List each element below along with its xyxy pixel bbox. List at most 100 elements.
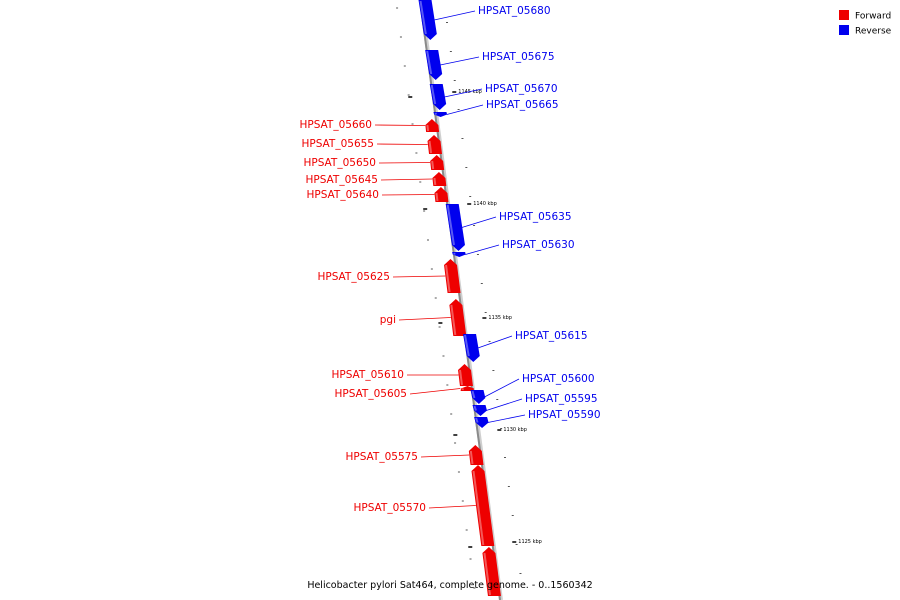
gene-pgi-shading [450,304,457,336]
gene-hpsat_05655-label[interactable]: HPSAT_05655 [301,138,374,150]
gene-hpsat_05575-arrow[interactable] [468,445,484,465]
gene-hpsat_05655-leader-line [376,143,428,145]
gene-hpsat_05640-shading [435,192,439,202]
gene-hpsat_05570-leader-line [428,505,476,509]
gene-hpsat_05625-shading [445,264,451,293]
gene-hpsat_05570-shading [483,552,491,596]
gene-hpsat_05595-arrow[interactable] [472,405,487,416]
gene-hpsat_05680-shading [419,0,427,35]
scale-label: 1125 kbp [518,539,542,545]
gene-hpsat_05605-arrow[interactable] [460,386,474,391]
gene-pgi-label[interactable]: pgi [380,314,396,326]
gene-hpsat_05645-label[interactable]: HPSAT_05645 [305,174,378,186]
gene-hpsat_05660-leader-line [374,124,426,126]
gene-hpsat_05670-label[interactable]: HPSAT_05670 [485,83,558,95]
gene-hpsat_05615-arrow[interactable] [463,334,480,362]
gene-hpsat_05570-shading [472,470,485,546]
gene-hpsat_05675-label[interactable]: HPSAT_05675 [482,51,555,63]
gene-hpsat_05615-label[interactable]: HPSAT_05615 [515,330,588,342]
gene-hpsat_05615-leader-line [477,335,513,349]
gene-hpsat_05590-shading [475,417,479,423]
gene-hpsat_05675-shading [426,50,433,75]
gene-pgi-arrow[interactable] [449,299,467,336]
gene-hpsat_05575-leader-line [420,454,470,458]
gene-hpsat_05680-leader-line [434,10,476,21]
gene-hpsat_05600-arrow[interactable] [470,390,486,404]
gene-hpsat_05655-shading [428,140,433,154]
gene-hpsat_05655-arrow[interactable] [427,135,443,154]
gene-hpsat_05680-label[interactable]: HPSAT_05680 [478,5,551,17]
gene-hpsat_05625-leader-line [392,275,446,278]
scale-label: 1135 kbp [488,315,512,321]
scale-label: 1140 kbp [473,201,497,207]
scale-label: 1145 kbp [458,89,482,95]
gene-pgi-leader-line [398,317,451,321]
genes [418,0,501,596]
gene-hpsat_05595-shading [473,405,477,411]
legend: Forward Reverse [839,10,892,37]
gene-hpsat_05650-label[interactable]: HPSAT_05650 [303,157,376,169]
gene-hpsat_05630-arrow[interactable] [452,252,466,257]
gene-hpsat_05570-label[interactable]: HPSAT_05570 [353,502,426,514]
genome-caption: Helicobacter pylori Sat464, complete gen… [307,580,592,591]
gene-hpsat_05635-arrow[interactable] [445,204,465,251]
gene-hpsat_05645-arrow[interactable] [432,172,447,186]
minor-ticks [396,7,522,589]
gene-hpsat_05575-shading [469,450,474,465]
gene-hpsat_05595-label[interactable]: HPSAT_05595 [525,393,598,405]
gene-hpsat_05675-arrow[interactable] [425,50,443,80]
gene-hpsat_05645-leader-line [380,178,433,181]
gene-hpsat_05600-shading [471,390,476,399]
gene-hpsat_05630-leader-line [465,244,500,255]
gene-hpsat_05670-arrow[interactable] [429,84,447,110]
gene-hpsat_05615-shading [464,334,470,357]
gene-hpsat_05630-label[interactable]: HPSAT_05630 [502,239,575,251]
gene-hpsat_05610-label[interactable]: HPSAT_05610 [331,369,404,381]
gene-hpsat_05590-label[interactable]: HPSAT_05590 [528,409,601,421]
gene-hpsat_05680-arrow[interactable] [418,0,437,40]
gene-hpsat_05640-leader-line [381,194,435,196]
gene-hpsat_05605-leader-line [409,388,461,395]
gene-hpsat_05640-label[interactable]: HPSAT_05640 [306,189,379,201]
gene-hpsat_05635-shading [446,204,455,246]
gene-hpsat_05670-shading [430,84,437,105]
gene-hpsat_05625-arrow[interactable] [444,259,461,293]
gene-hpsat_05570-arrow[interactable] [471,465,495,546]
legend-swatch-reverse [839,25,849,35]
gene-hpsat_05595-leader-line [486,398,523,411]
gene-labels: HPSAT_05680 HPSAT_05675 HPSAT_05670 HPSAT_0… [299,5,600,514]
gene-hpsat_05675-leader-line [440,56,480,66]
gene-hpsat_05590-arrow[interactable] [474,417,489,428]
legend-label-forward: Forward [855,12,891,22]
gene-hpsat_05660-arrow[interactable] [425,119,440,132]
gene-hpsat_05650-shading [431,160,435,170]
gene-hpsat_05650-arrow[interactable] [430,155,445,170]
gene-hpsat_05625-label[interactable]: HPSAT_05625 [317,271,390,283]
legend-label-reverse: Reverse [855,27,892,37]
gene-hpsat_05645-shading [433,177,437,186]
gene-hpsat_05605-label[interactable]: HPSAT_05605 [334,388,407,400]
gene-hpsat_05590-leader-line [487,414,526,423]
gene-hpsat_05600-label[interactable]: HPSAT_05600 [522,373,595,385]
gene-hpsat_05610-arrow[interactable] [458,364,473,386]
gene-hpsat_05660-shading [426,124,430,132]
gene-hpsat_05600-leader-line [484,378,520,398]
scale-label: 1130 kbp [503,427,527,433]
gene-hpsat_05640-arrow[interactable] [434,187,449,202]
gene-hpsat_05650-leader-line [378,162,431,164]
gene-hpsat_05670-leader-line [444,88,483,98]
gene-hpsat_05630-shading [453,252,456,255]
gene-hpsat_05635-leader-line [461,216,497,228]
gene-hpsat_05660-label[interactable]: HPSAT_05660 [299,119,372,131]
gene-hpsat_05575-label[interactable]: HPSAT_05575 [345,451,418,463]
gene-hpsat_05635-label[interactable]: HPSAT_05635 [499,211,572,223]
gene-hpsat_05665-label[interactable]: HPSAT_05665 [486,99,559,111]
gene-hpsat_05570-continued-arrow[interactable] [482,547,501,596]
legend-swatch-forward [839,10,849,20]
gene-hpsat_05665-leader-line [446,104,484,115]
gene-hpsat_05665-shading [434,112,438,115]
gene-hpsat_05610-shading [459,369,463,386]
gene-hpsat_05665-arrow[interactable] [433,112,448,117]
scale-markers: 1145 kbp 1140 kbp 1135 kbp 1130 kbp 1125 kbp [408,89,542,548]
